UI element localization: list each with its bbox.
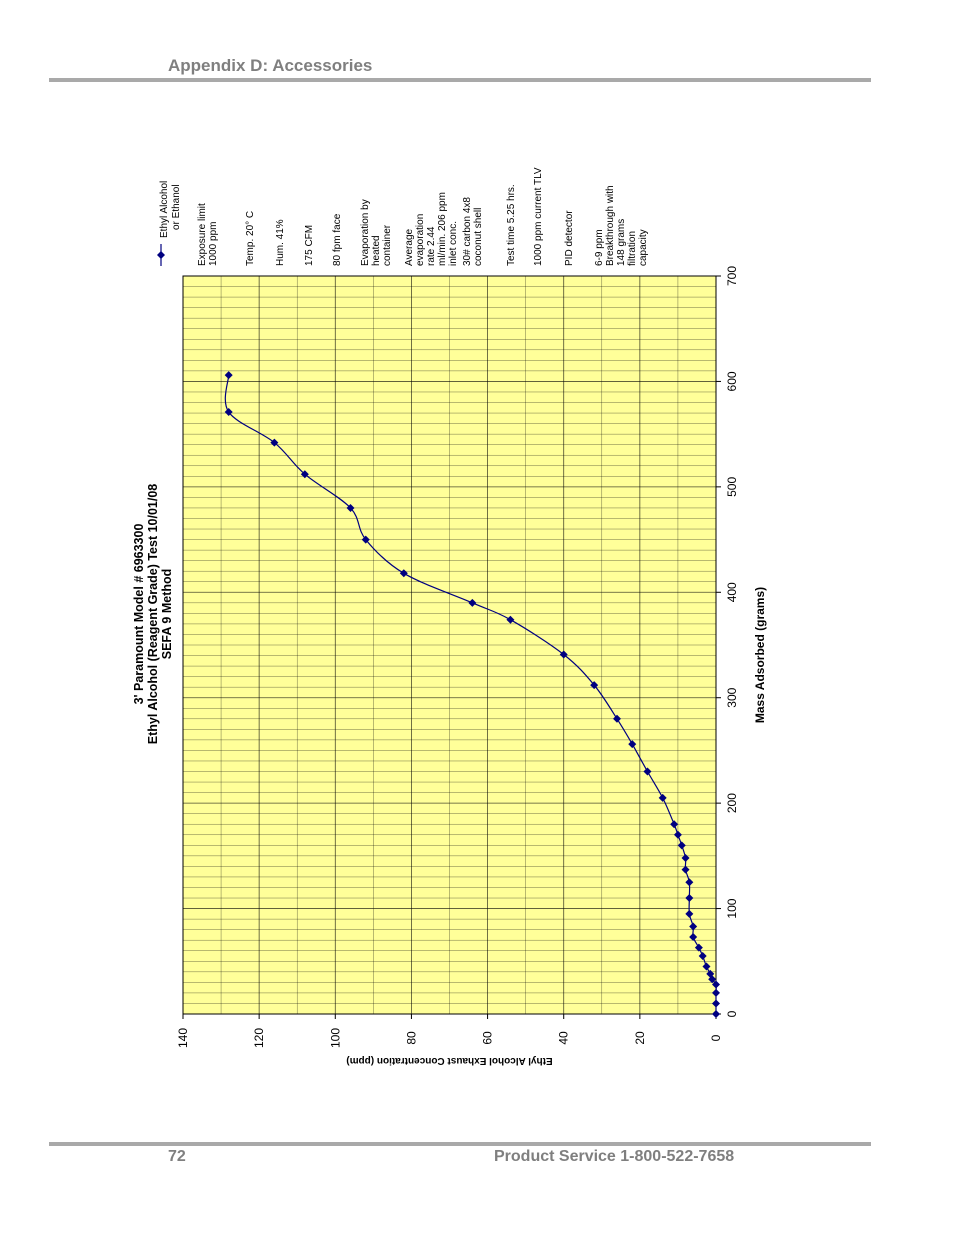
series-line <box>224 375 717 1014</box>
chart-note: container <box>382 224 393 266</box>
data-point <box>681 865 690 874</box>
y-tick-label: 120 <box>252 1028 266 1048</box>
data-point <box>613 714 622 723</box>
data-point <box>658 793 667 802</box>
chart-note: 1000 ppm <box>208 222 219 266</box>
chart-note: Average <box>404 228 415 266</box>
data-point <box>628 740 637 749</box>
data-point <box>673 830 682 839</box>
data-point <box>643 767 652 776</box>
data-point <box>681 853 690 862</box>
x-tick-label: 700 <box>725 266 739 286</box>
chart-note: 148 grams <box>616 219 627 266</box>
x-tick-label: 200 <box>725 793 739 813</box>
data-point <box>399 569 408 578</box>
chart-note: rate 2.44 <box>426 226 437 266</box>
x-tick-label: 500 <box>725 477 739 497</box>
chart-note: ml/min. 206 ppm <box>437 192 448 266</box>
x-tick-label: 0 <box>725 1010 739 1017</box>
chart-note: 80 fpm face <box>332 213 343 266</box>
y-tick-label: 20 <box>633 1031 647 1045</box>
chart-note: coconut shell <box>473 208 484 266</box>
data-point <box>712 999 720 1008</box>
page-number: 72 <box>168 1148 186 1165</box>
data-point <box>590 681 599 690</box>
data-point <box>224 371 233 380</box>
data-point <box>670 820 679 829</box>
data-point <box>689 922 698 931</box>
data-point <box>677 841 686 850</box>
footer-rule <box>49 1142 871 1146</box>
data-point <box>712 1010 720 1018</box>
data-point <box>506 615 515 624</box>
y-tick-label: 0 <box>709 1034 723 1041</box>
section-title: Appendix D: Accessories <box>168 56 373 75</box>
chart-note: 6-9 ppm <box>594 229 605 266</box>
chart-note: 30# carbon 4x8 <box>462 197 473 266</box>
x-tick-label: 300 <box>725 687 739 707</box>
data-point <box>685 878 694 887</box>
data-point <box>346 503 355 512</box>
data-point <box>712 988 720 997</box>
chart-note: Test time 5.25 hrs. <box>506 184 517 266</box>
data-point <box>300 470 309 479</box>
data-point <box>224 408 233 417</box>
data-point <box>468 598 477 607</box>
legend-label: Ethyl Alcohol <box>159 181 170 238</box>
y-tick-label: 100 <box>328 1028 342 1048</box>
x-tick-label: 600 <box>725 371 739 391</box>
chart-note: heated <box>371 235 382 266</box>
y-axis-label: Ethyl Alcohol Exhaust Concentration (ppm… <box>346 1055 552 1066</box>
y-tick-label: 140 <box>176 1028 190 1048</box>
chart-note: capacity <box>638 229 649 266</box>
chart-note: Exposure limit <box>197 203 208 266</box>
chart-title-line: 3' Paramount Model # 6963300 <box>132 524 146 705</box>
data-point <box>559 650 568 659</box>
product-service-phone: Product Service 1-800-522-7658 <box>494 1148 735 1165</box>
chart-note: 1000 ppm current TLV <box>533 167 544 266</box>
chart-note: filtration <box>627 231 638 266</box>
data-point <box>702 962 711 971</box>
legend-marker <box>157 251 165 259</box>
x-tick-label: 400 <box>725 582 739 602</box>
x-axis-label: Mass Adsorbed (grams) <box>753 587 767 723</box>
chart-note: Breakthrough with <box>605 185 616 266</box>
header-rule <box>49 78 871 82</box>
chart-note: Evaporation by <box>360 199 371 266</box>
data-point <box>712 980 720 989</box>
data-point <box>694 943 703 952</box>
data-point <box>685 894 694 903</box>
chart-note: Temp. 20° C <box>245 211 256 266</box>
data-point <box>361 535 370 544</box>
data-point <box>698 952 707 961</box>
chart-note: 175 CFM <box>304 225 315 266</box>
chart-note: evaporation <box>415 214 426 266</box>
y-tick-label: 60 <box>481 1031 495 1045</box>
chart-note: inlet conc. <box>448 221 459 266</box>
chart-note: PID detector <box>564 210 575 266</box>
y-tick-label: 80 <box>404 1031 418 1045</box>
chart-title-line: SEFA 9 Method <box>160 569 174 660</box>
chart-note: Hum. 41% <box>275 219 286 266</box>
y-tick-label: 40 <box>557 1031 571 1045</box>
chart-title-line: Ethyl Alcohol (Reagent Grade) Test 10/01… <box>146 484 160 745</box>
legend-label: or Ethanol <box>171 184 182 230</box>
x-tick-label: 100 <box>725 898 739 918</box>
data-point <box>270 438 279 447</box>
data-point <box>706 969 715 978</box>
data-point <box>689 933 698 942</box>
data-point <box>685 909 694 918</box>
